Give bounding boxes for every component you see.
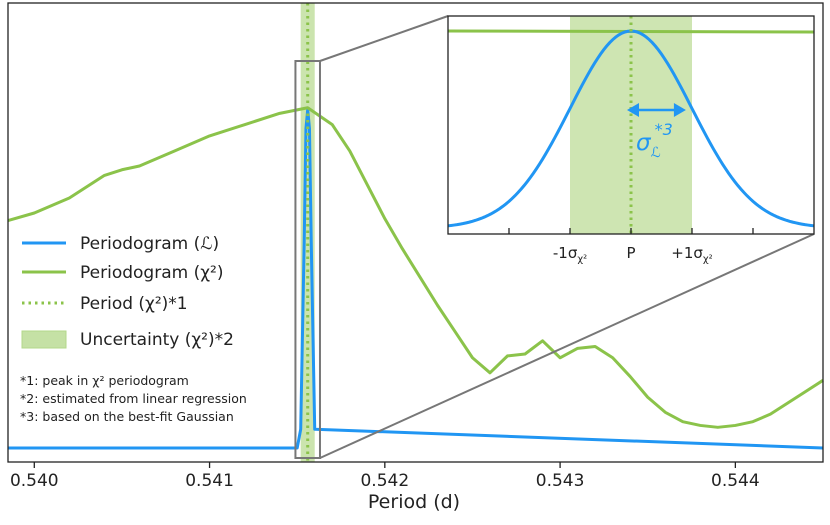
x-tick-label: 0.541	[185, 471, 234, 491]
plot-frame	[7, 2, 824, 463]
legend-label-period: Period (χ²)*1	[80, 294, 188, 314]
inset-tick-period: P	[626, 244, 635, 262]
zoom-connector-bottom	[319, 233, 815, 459]
x-tick-label: 0.543	[536, 471, 585, 491]
sigma-arrow-head-right	[673, 103, 686, 117]
x-tick-label: 0.542	[360, 471, 409, 491]
legend-label-uncertainty: Uncertainty (χ²)*2	[80, 330, 234, 350]
sigma-arrow-head-left	[627, 103, 639, 117]
zoom-connector-top	[319, 15, 449, 62]
footnote-1: *1: peak in χ² periodogram	[20, 373, 189, 388]
zoom-box	[294, 60, 321, 459]
x-axis-title: Period (d)	[368, 491, 460, 513]
footnote-3: *3: based on the best-fit Gaussian	[20, 409, 234, 424]
footnotes: *1: peak in χ² periodogram *2: estimated…	[20, 373, 247, 424]
sigma-annotation: σℒ*3	[636, 120, 673, 161]
inset-plot: -1σχ² P +1σχ² σℒ*3	[447, 15, 815, 265]
footnote-2: *2: estimated from linear regression	[20, 391, 247, 406]
inset-tick-plus-sigma: +1σχ²	[671, 244, 712, 265]
series-chi2-line	[7, 106, 824, 429]
x-tick-label: 0.544	[711, 471, 760, 491]
inset-uncertainty-band	[570, 16, 692, 234]
legend-label-chi2: Periodogram (χ²)	[80, 263, 223, 283]
legend-swatch-uncertainty	[21, 330, 67, 349]
series-likelihood-line	[8, 108, 824, 450]
legend-label-likelihood: Periodogram (ℒ)	[80, 234, 219, 254]
inset-tick-minus-sigma: -1σχ²	[553, 244, 587, 265]
x-tick-label: 0.540	[10, 471, 59, 491]
legend: Periodogram (ℒ) Periodogram (χ²) Period …	[21, 234, 234, 350]
